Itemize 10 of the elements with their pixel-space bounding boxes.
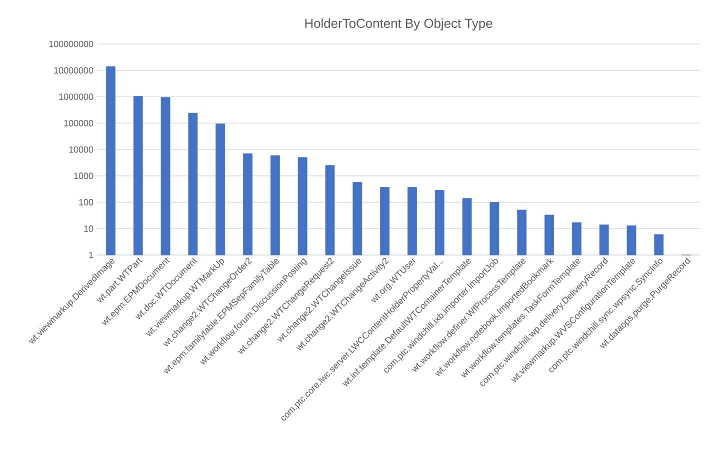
y-tick-label: 10000: [69, 146, 94, 153]
y-tick-label: 10: [84, 225, 94, 232]
y-tick-label: 1000000: [59, 94, 94, 100]
y-tick-label: 1000: [74, 172, 94, 180]
y-tick-label: 1: [89, 252, 94, 258]
y-tick-label: 100000000: [49, 40, 94, 48]
y-tick-label: 100000: [64, 120, 94, 126]
y-tick-label: 10000000: [54, 67, 94, 74]
chart-title: HolderToContent By Object Type: [305, 18, 492, 31]
y-tick-label: 100: [79, 199, 94, 206]
